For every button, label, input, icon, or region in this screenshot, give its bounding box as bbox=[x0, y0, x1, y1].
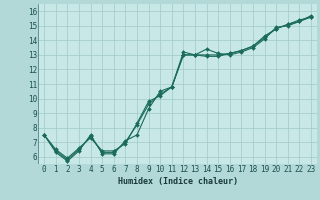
X-axis label: Humidex (Indice chaleur): Humidex (Indice chaleur) bbox=[118, 177, 238, 186]
